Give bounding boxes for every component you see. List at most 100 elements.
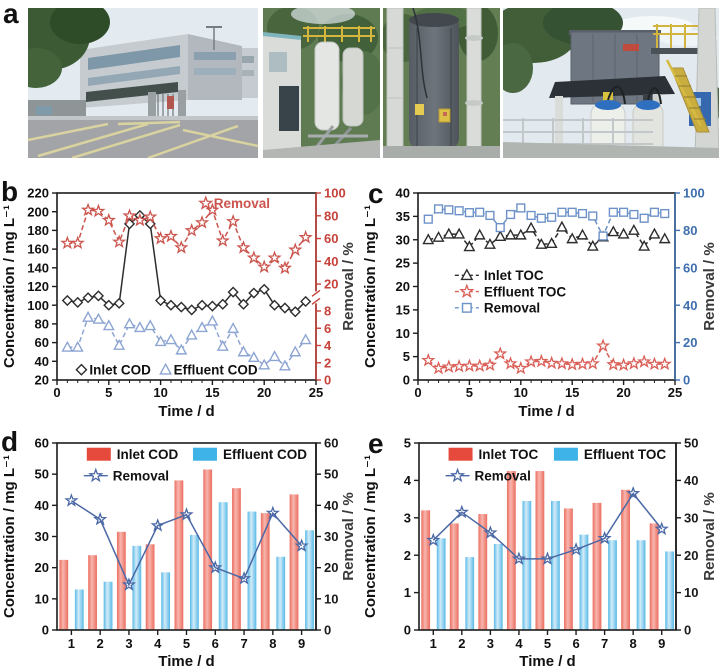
svg-text:0: 0 — [42, 623, 49, 638]
svg-text:30: 30 — [35, 529, 49, 544]
svg-text:4: 4 — [324, 338, 332, 353]
legend-removal: Removal — [445, 467, 531, 483]
photo-treatment-tanks — [263, 8, 380, 158]
svg-text:Removal: Removal — [113, 468, 169, 483]
svg-text:6: 6 — [324, 321, 331, 336]
svg-text:60: 60 — [35, 335, 49, 350]
svg-text:30: 30 — [324, 529, 338, 544]
svg-text:Removal: Removal — [214, 196, 270, 211]
svg-text:Inlet COD: Inlet COD — [89, 362, 151, 377]
legend-inlet-cod: Inlet COD — [75, 362, 151, 377]
legend-inlet-toc: Inlet TOC — [448, 447, 539, 462]
svg-text:9: 9 — [298, 636, 305, 651]
svg-text:160: 160 — [27, 242, 49, 257]
svg-text:6: 6 — [572, 636, 579, 651]
svg-text:40: 40 — [35, 354, 49, 369]
svg-text:25: 25 — [396, 256, 410, 271]
svg-text:220: 220 — [27, 186, 49, 201]
svg-text:Effluent TOC: Effluent TOC — [484, 284, 566, 299]
series-effluent-toc — [421, 338, 672, 375]
svg-text:80: 80 — [324, 208, 338, 223]
series-removal — [64, 493, 309, 591]
legend-removal: Removal — [198, 195, 270, 211]
svg-text:100: 100 — [683, 186, 705, 201]
svg-text:5: 5 — [466, 385, 473, 400]
svg-text:0: 0 — [684, 623, 691, 638]
photo-factory-entrance — [28, 8, 258, 158]
legend-effluent-cod: Effluent COD — [159, 362, 258, 377]
svg-text:Removal / %: Removal / % — [340, 242, 357, 330]
legend-inlet-cod: Inlet COD — [86, 447, 179, 462]
svg-text:0: 0 — [414, 385, 421, 400]
legend-effluent-toc: Effluent TOC — [553, 447, 666, 462]
svg-text:25: 25 — [309, 385, 323, 400]
svg-text:60: 60 — [324, 436, 338, 451]
bars-effluent-cod — [74, 502, 314, 630]
svg-text:20: 20 — [616, 385, 630, 400]
svg-text:Time / d: Time / d — [518, 403, 574, 420]
svg-text:25: 25 — [668, 385, 682, 400]
bars-inlet-toc — [421, 471, 659, 630]
chart-panel-d: 60 50 40 30 20 10 0 60 50 40 30 20 10 0 1 2 3 4 5 6 7 8 9 Time … — [0, 426, 361, 667]
panel-letter-a: a — [3, 0, 19, 29]
svg-text:80: 80 — [35, 316, 49, 331]
bars-effluent-toc — [436, 500, 675, 630]
legend-effluent-cod: Effluent COD — [192, 447, 307, 462]
series-inlet-cod — [61, 209, 312, 318]
svg-text:10: 10 — [396, 326, 410, 341]
svg-text:Inlet TOC: Inlet TOC — [479, 447, 539, 462]
svg-text:30: 30 — [396, 232, 410, 247]
svg-text:40: 40 — [324, 498, 338, 513]
svg-text:20: 20 — [324, 277, 338, 292]
series-removal — [423, 203, 670, 241]
panel-letter-b: b — [1, 176, 19, 207]
svg-text:5: 5 — [105, 385, 112, 400]
svg-text:40: 40 — [683, 298, 697, 313]
svg-text:100: 100 — [324, 186, 346, 201]
svg-text:Removal: Removal — [475, 468, 531, 483]
chart-panel-e: 5 4 3 2 1 0 50 40 30 20 10 0 1 2 3 4 5 6 7 8 9 Time / d Concen… — [361, 426, 722, 667]
svg-text:8: 8 — [324, 304, 331, 319]
svg-text:80: 80 — [683, 223, 697, 238]
svg-text:Removal / %: Removal / % — [701, 242, 718, 330]
svg-text:1: 1 — [404, 585, 411, 600]
series-effluent-cod — [61, 310, 312, 371]
svg-text:10: 10 — [514, 385, 528, 400]
svg-text:4: 4 — [404, 473, 412, 488]
photo-dosing-station — [503, 8, 719, 158]
svg-text:30: 30 — [684, 510, 698, 525]
svg-text:10: 10 — [324, 591, 338, 606]
svg-text:Effluent TOC: Effluent TOC — [584, 447, 666, 462]
svg-text:0: 0 — [53, 385, 60, 400]
svg-text:100: 100 — [27, 298, 49, 313]
legend-removal: Removal — [454, 301, 540, 316]
svg-text:15: 15 — [396, 302, 410, 317]
svg-text:4: 4 — [515, 636, 523, 651]
svg-text:2: 2 — [458, 636, 465, 651]
svg-text:7: 7 — [240, 636, 247, 651]
svg-text:0: 0 — [683, 373, 690, 388]
svg-text:20: 20 — [35, 560, 49, 575]
svg-text:Removal / %: Removal / % — [340, 492, 357, 580]
svg-text:Concentration / mg L⁻¹: Concentration / mg L⁻¹ — [1, 205, 18, 368]
svg-text:40: 40 — [324, 254, 338, 269]
svg-text:50: 50 — [324, 467, 338, 482]
svg-text:20: 20 — [35, 373, 49, 388]
svg-text:50: 50 — [684, 436, 698, 451]
svg-text:7: 7 — [601, 636, 608, 651]
svg-text:8: 8 — [269, 636, 276, 651]
svg-text:10: 10 — [35, 591, 49, 606]
svg-text:2: 2 — [324, 355, 331, 370]
svg-text:Effluent COD: Effluent COD — [223, 447, 307, 462]
svg-text:2: 2 — [404, 548, 411, 563]
svg-text:5: 5 — [403, 349, 410, 364]
svg-text:8: 8 — [630, 636, 637, 651]
svg-text:120: 120 — [27, 279, 49, 294]
svg-text:40: 40 — [396, 186, 410, 201]
series-removal — [60, 202, 313, 275]
svg-text:1: 1 — [68, 636, 75, 651]
svg-text:60: 60 — [324, 231, 338, 246]
svg-text:15: 15 — [565, 385, 579, 400]
photo-treatment-column — [383, 8, 500, 158]
